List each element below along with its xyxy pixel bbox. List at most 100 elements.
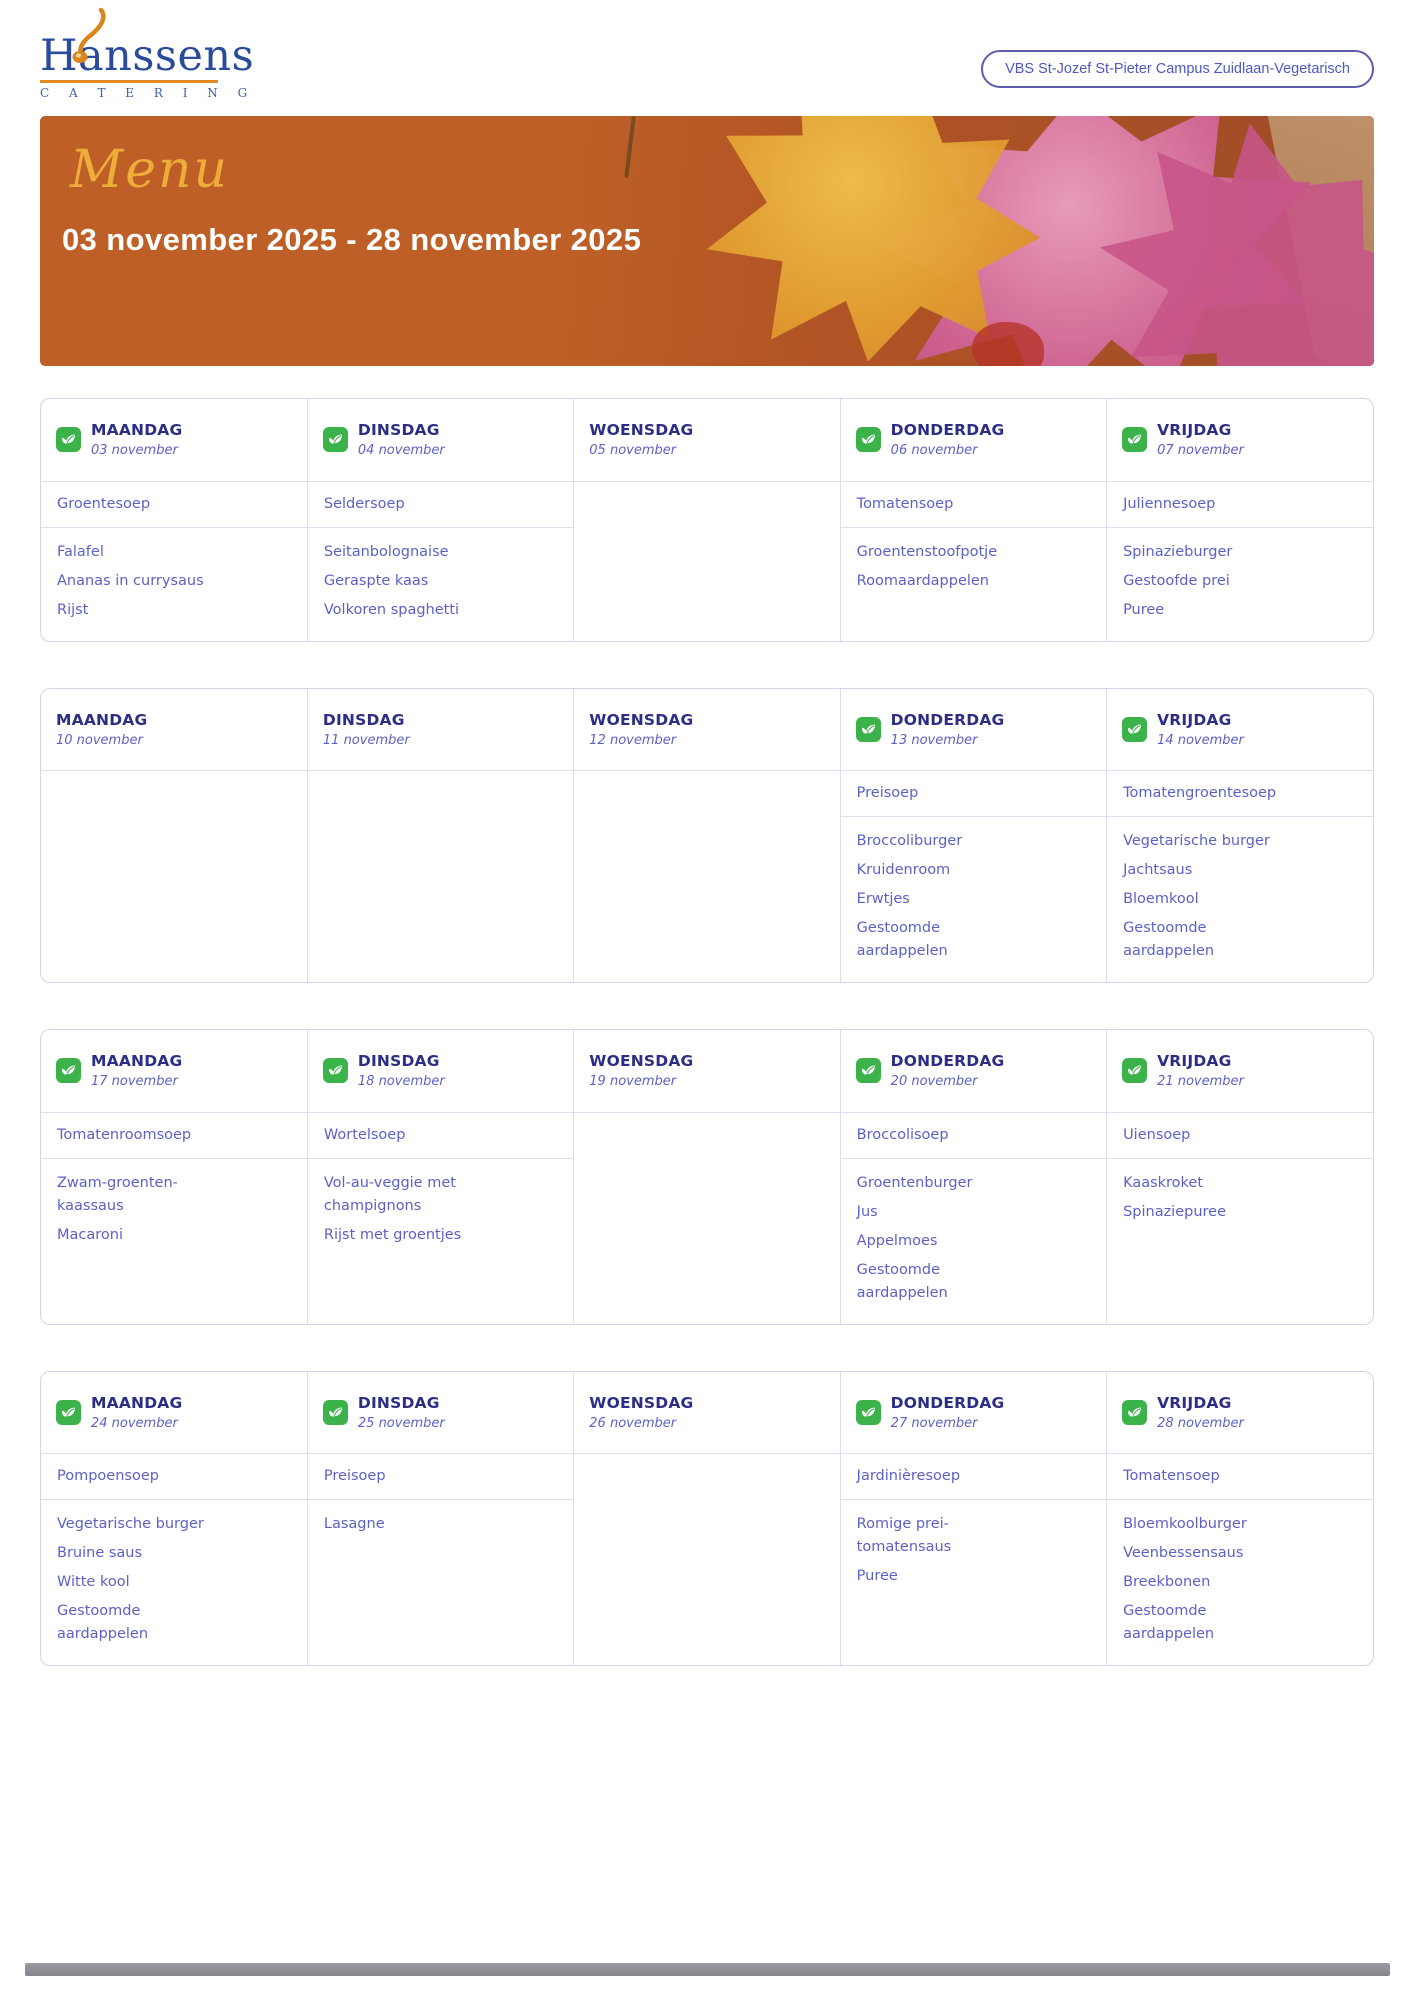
spoon-icon bbox=[67, 7, 107, 70]
soup-cell: Tomatensoep bbox=[1106, 1453, 1373, 1501]
day-header: VRIJDAG 07 november bbox=[1122, 421, 1365, 458]
logo-subtitle: C A T E R I N G bbox=[40, 86, 256, 101]
week-table-card: MAANDAG 24 november DINSDAG 25 november WOEN… bbox=[40, 1370, 1374, 1667]
menu-item: Spinaziepuree bbox=[1123, 1203, 1227, 1220]
day-header-text: MAANDAG 03 november bbox=[91, 421, 182, 458]
day-header-cell: VRIJDAG 28 november bbox=[1106, 1371, 1373, 1455]
menu-item: Breekbonen bbox=[1123, 1574, 1211, 1591]
day-date: 17 november bbox=[91, 1074, 178, 1090]
leaf-icon bbox=[1122, 716, 1148, 742]
day-name: DONDERDAG bbox=[890, 1052, 1005, 1071]
day-name: DINSDAG bbox=[357, 421, 440, 440]
day-date: 24 november bbox=[91, 1415, 178, 1431]
menu-item: Vol-au-veggie met champignons bbox=[323, 1174, 456, 1214]
leaf-icon bbox=[322, 1399, 348, 1425]
week-table: MAANDAG 03 november DINSDAG 04 november WOEN… bbox=[41, 399, 1373, 641]
leaf-icon bbox=[855, 716, 881, 742]
menu-item: Seldersoep bbox=[323, 495, 405, 512]
banner-berry bbox=[972, 322, 1044, 367]
menu-item: Rijst met groentjes bbox=[323, 1226, 462, 1243]
day-name: WOENSDAG bbox=[589, 710, 694, 729]
day-name: VRIJDAG bbox=[1157, 421, 1232, 440]
menu-item: Tomatensoep bbox=[1123, 1468, 1220, 1485]
day-header-cell: MAANDAG 17 november bbox=[41, 1030, 308, 1113]
week-header-row: MAANDAG 10 november DINSDAG 11 november WOEN… bbox=[41, 688, 1373, 772]
day-header-text: VRIJDAG 28 november bbox=[1157, 1394, 1244, 1431]
week-table: MAANDAG 17 november DINSDAG 18 november WOEN… bbox=[41, 1030, 1373, 1324]
mains-cell: Zwam-groenten-kaassaus Macaroni bbox=[41, 1158, 308, 1324]
soup-cell: Groentesoep bbox=[41, 481, 308, 528]
menu-item: Puree bbox=[856, 1568, 898, 1585]
day-header-text: DONDERDAG 06 november bbox=[891, 421, 1005, 458]
bottom-scrollbar[interactable] bbox=[25, 1963, 1390, 1976]
menu-item: Macaroni bbox=[57, 1226, 123, 1243]
day-header-cell: DONDERDAG 06 november bbox=[840, 399, 1108, 482]
menu-item: Veenbessensaus bbox=[1123, 1545, 1244, 1562]
day-header: VRIJDAG 14 november bbox=[1122, 711, 1365, 748]
day-header: DONDERDAG 20 november bbox=[855, 1052, 1098, 1090]
empty-day-cell bbox=[573, 481, 841, 641]
menu-item: Wortelsoep bbox=[323, 1126, 406, 1143]
menu-item: Groentesoep bbox=[57, 495, 151, 512]
day-date: 07 november bbox=[1157, 443, 1244, 459]
day-header-text: DINSDAG 18 november bbox=[358, 1052, 445, 1089]
day-date: 14 november bbox=[1157, 732, 1244, 748]
day-header-text: WOENSDAG 26 november bbox=[589, 1394, 693, 1431]
day-name: MAANDAG bbox=[91, 421, 183, 440]
day-date: 20 november bbox=[890, 1074, 978, 1090]
leaf-icon bbox=[56, 427, 81, 453]
day-name: MAANDAG bbox=[91, 1393, 183, 1412]
menu-item: Ananas in currysaus bbox=[57, 572, 204, 589]
empty-day-cell bbox=[573, 1112, 841, 1324]
day-header-text: DONDERDAG 13 november bbox=[891, 711, 1005, 748]
soup-cell: Pompoensoep bbox=[41, 1453, 308, 1501]
soup-row: Groentesoep Seldersoep Tomatensoep Julienne… bbox=[41, 481, 1373, 641]
school-selector-badge[interactable]: VBS St-Jozef St-Pieter Campus Zuidlaan-V… bbox=[981, 50, 1374, 88]
empty-day-cell bbox=[41, 770, 308, 983]
menu-item: Geraspte kaas bbox=[323, 572, 429, 589]
day-name: MAANDAG bbox=[91, 1052, 183, 1071]
soup-row: Tomatenroomsoep Wortelsoep Broccolisoep Uie… bbox=[41, 1112, 1373, 1324]
week-table: MAANDAG 10 november DINSDAG 11 november WOEN… bbox=[41, 688, 1373, 983]
day-date: 05 november bbox=[589, 443, 677, 459]
menu-item: Roomaardappelen bbox=[856, 572, 989, 589]
day-header-text: WOENSDAG 12 november bbox=[589, 711, 693, 748]
day-header-text: DONDERDAG 27 november bbox=[891, 1394, 1005, 1431]
day-name: VRIJDAG bbox=[1157, 1052, 1232, 1071]
menu-item: Rijst bbox=[57, 601, 89, 618]
day-header-cell: VRIJDAG 21 november bbox=[1106, 1030, 1373, 1113]
day-header-cell: WOENSDAG 26 november bbox=[573, 1371, 841, 1455]
menu-item: Kruidenroom bbox=[856, 862, 951, 879]
day-name: VRIJDAG bbox=[1157, 710, 1232, 729]
day-name: DONDERDAG bbox=[890, 1393, 1005, 1412]
day-header-cell: MAANDAG 03 november bbox=[41, 399, 308, 482]
day-header-cell: DINSDAG 25 november bbox=[307, 1371, 575, 1455]
day-header-cell: VRIJDAG 14 november bbox=[1106, 688, 1373, 772]
menu-item: Gestoomde aardappelen bbox=[856, 1261, 948, 1301]
mains-cell: Groentenstoofpotje Roomaardappelen bbox=[840, 527, 1108, 641]
menu-item: Tomatenroomsoep bbox=[57, 1126, 192, 1143]
day-name: WOENSDAG bbox=[589, 1393, 694, 1412]
menu-item: Uiensoep bbox=[1123, 1126, 1191, 1143]
menu-item: Preisoep bbox=[856, 785, 919, 802]
mains-cell: Vegetarische burger Jachtsaus Bloemkool Ges… bbox=[1107, 817, 1373, 983]
menu-item: Vegetarische burger bbox=[57, 1516, 204, 1533]
leaf-icon bbox=[855, 1058, 881, 1084]
menu-item: Gestoomde aardappelen bbox=[1123, 1603, 1215, 1643]
soup-cell: Jardinièresoep bbox=[840, 1453, 1108, 1501]
leaf-icon bbox=[322, 427, 348, 453]
menu-item: Romige prei-tomatensaus bbox=[856, 1516, 952, 1556]
menu-item: Gestoomde aardappelen bbox=[57, 1603, 149, 1643]
day-header-text: MAANDAG 10 november bbox=[56, 711, 147, 748]
menu-item: Pompoensoep bbox=[57, 1468, 159, 1485]
day-header: WOENSDAG 26 november bbox=[589, 1394, 831, 1431]
menu-item: Bloemkool bbox=[1123, 891, 1199, 908]
mains-cell: Vol-au-veggie met champignons Rijst met g… bbox=[307, 1158, 575, 1324]
menu-date-range: 03 november 2025 - 28 november 2025 bbox=[62, 222, 642, 258]
menu-banner: Menu 03 november 2025 - 28 november 2025 bbox=[40, 116, 1374, 367]
day-header: VRIJDAG 28 november bbox=[1122, 1394, 1365, 1431]
day-header-text: VRIJDAG 14 november bbox=[1157, 711, 1244, 748]
day-header: WOENSDAG 05 november bbox=[589, 421, 831, 458]
day-header: MAANDAG 24 november bbox=[56, 1394, 299, 1431]
menu-item: Lasagne bbox=[323, 1516, 385, 1533]
